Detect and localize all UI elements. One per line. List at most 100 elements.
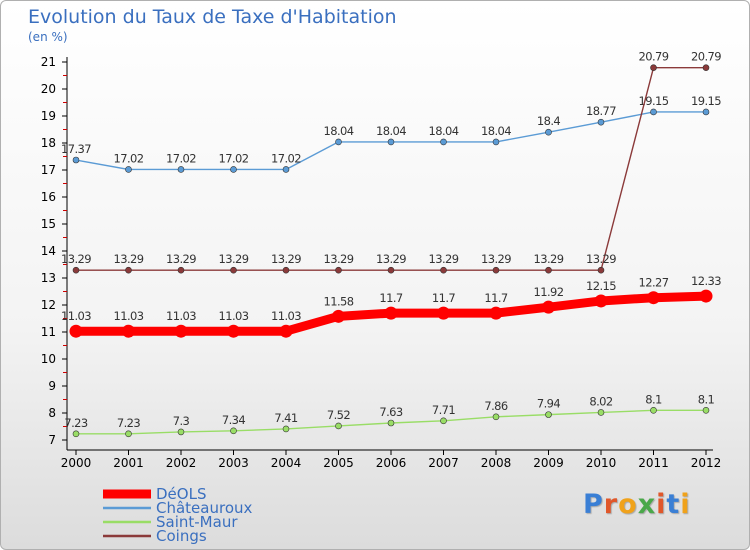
y-tick-label: 10 [41, 352, 56, 366]
x-tick-label: 2001 [113, 456, 144, 470]
data-label-saint-maur: 7.63 [379, 405, 402, 419]
y-tick-label: 12 [41, 298, 56, 312]
data-label-chateauroux: 17.37 [61, 142, 91, 156]
data-label-deols: 12.33 [691, 274, 721, 288]
y-tick-label: 13 [41, 271, 56, 285]
data-label-coings: 13.29 [271, 252, 301, 266]
data-point-coings [230, 266, 237, 274]
y-tick-label: 14 [41, 244, 56, 258]
data-point-saint-maur [387, 419, 395, 427]
data-label-deols: 11.03 [61, 309, 91, 323]
data-label-saint-maur: 7.94 [537, 397, 560, 411]
data-point-coings [597, 266, 605, 274]
logo-letter: P [583, 489, 604, 520]
data-point-coings [177, 266, 185, 274]
data-label-deols: 11.7 [484, 291, 507, 305]
chart-title: Evolution du Taux de Taxe d'Habitation [28, 6, 397, 28]
x-tick-label: 2009 [533, 456, 564, 470]
data-point-chateauroux [282, 166, 290, 173]
y-tick-label: 16 [41, 190, 56, 204]
data-point-saint-maur [545, 411, 552, 418]
x-tick-label: 2008 [481, 456, 512, 470]
data-point-saint-maur [650, 406, 657, 414]
data-point-chateauroux [650, 108, 657, 116]
data-label-saint-maur: 7.23 [64, 416, 87, 430]
data-label-coings: 13.29 [429, 252, 459, 266]
data-label-chateauroux: 18.77 [586, 104, 616, 118]
proxiti-logo: Proxiti [583, 489, 691, 520]
data-point-coings [387, 266, 395, 274]
logo-letter: i [656, 489, 667, 520]
data-label-saint-maur: 7.34 [222, 413, 245, 427]
data-label-coings: 13.29 [219, 252, 249, 266]
data-point-coings [440, 266, 447, 274]
data-point-deols [699, 289, 713, 303]
data-label-coings: 13.29 [534, 252, 564, 266]
x-tick-label: 2000 [61, 456, 92, 470]
y-tick-label: 7 [48, 433, 56, 447]
logo-letter: i [680, 489, 691, 520]
y-tick-label: 11 [41, 325, 56, 339]
data-label-chateauroux: 18.04 [376, 124, 406, 138]
legend-label-deols: DéOLS [156, 485, 206, 503]
data-label-saint-maur: 7.86 [484, 399, 507, 413]
data-label-coings: 20.79 [691, 50, 721, 64]
data-label-chateauroux: 18.04 [481, 124, 511, 138]
data-label-coings: 13.29 [376, 252, 406, 266]
data-label-deols: 11.7 [379, 291, 402, 305]
data-point-coings [125, 266, 132, 274]
data-label-chateauroux: 18.04 [324, 124, 354, 138]
data-point-deols [332, 309, 345, 323]
x-tick-label: 2005 [323, 456, 354, 470]
data-label-deols: 11.03 [166, 309, 196, 323]
logo-letter: r [603, 489, 619, 520]
y-tick-label: 17 [41, 163, 56, 177]
data-point-chateauroux [125, 166, 132, 173]
data-point-chateauroux [230, 166, 237, 173]
data-label-coings: 13.29 [324, 252, 354, 266]
data-point-deols [542, 300, 555, 314]
y-tick-label: 18 [41, 136, 56, 150]
data-point-deols [489, 306, 503, 320]
data-label-saint-maur: 7.52 [327, 408, 350, 422]
logo-letter: t [666, 489, 681, 520]
data-label-saint-maur: 7.41 [274, 411, 297, 425]
data-point-saint-maur [492, 413, 500, 421]
x-tick-label: 2004 [271, 456, 302, 470]
data-label-coings: 13.29 [586, 252, 616, 266]
x-tick-label: 2010 [586, 456, 617, 470]
data-point-deols [647, 291, 660, 305]
legend-label-saint-maur: Saint-Maur [156, 513, 238, 531]
data-point-deols [279, 324, 293, 338]
data-point-deols [69, 324, 83, 338]
y-tick-label: 15 [41, 217, 56, 231]
x-tick-label: 2006 [376, 456, 407, 470]
data-point-deols [122, 324, 135, 338]
data-label-coings: 13.29 [166, 252, 196, 266]
data-point-saint-maur [335, 422, 342, 430]
data-point-chateauroux [440, 138, 447, 146]
data-point-chateauroux [492, 138, 500, 146]
data-label-deols: 11.7 [432, 291, 455, 305]
legend-label-coings: Coings [156, 527, 207, 545]
data-label-saint-maur: 7.23 [117, 416, 140, 430]
y-tick-label: 8 [48, 406, 56, 420]
data-label-coings: 13.29 [481, 252, 511, 266]
data-label-chateauroux: 18.4 [537, 114, 560, 128]
data-label-saint-maur: 8.1 [645, 392, 662, 406]
data-label-deols: 12.15 [586, 279, 616, 293]
data-point-chateauroux [335, 138, 342, 146]
y-tick-label: 21 [41, 55, 56, 69]
data-point-saint-maur [282, 425, 290, 433]
data-label-deols: 11.92 [534, 285, 564, 299]
data-label-chateauroux: 17.02 [166, 151, 196, 165]
data-point-deols [594, 294, 608, 308]
data-label-coings: 13.29 [114, 252, 144, 266]
data-label-chateauroux: 17.02 [271, 151, 301, 165]
data-point-chateauroux [702, 108, 710, 116]
data-point-coings [650, 64, 657, 71]
data-label-coings: 13.29 [61, 252, 91, 266]
data-point-saint-maur [72, 430, 80, 438]
